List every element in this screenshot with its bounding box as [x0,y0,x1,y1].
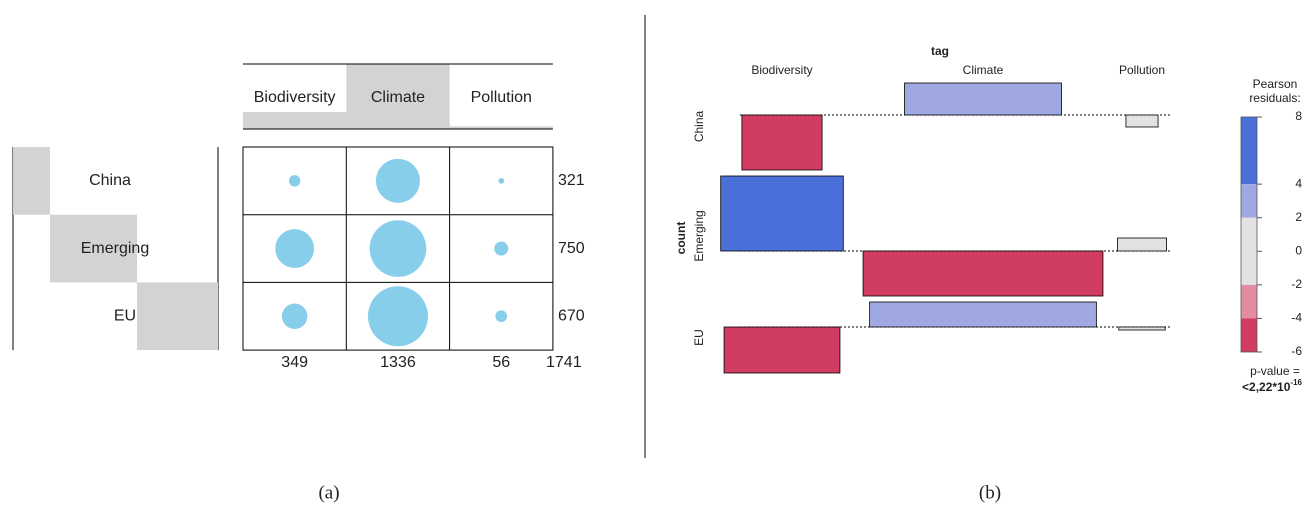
row-label: Emerging [692,210,706,261]
column-total: 1336 [380,354,416,371]
column-margin-bar [449,126,553,129]
balloon [275,229,315,268]
residual-bar [1117,237,1167,252]
residual-bar [723,326,841,374]
row-label: China [89,172,131,189]
legend-band [1241,117,1257,185]
column-label: Pollution [471,89,532,106]
balloon [375,158,420,203]
legend-tick-label: 0 [1295,243,1302,257]
balloon [495,310,508,323]
column-label: Biodiversity [751,63,812,77]
legend-band [1241,184,1257,218]
legend-tick-label: -2 [1291,277,1302,291]
x-axis-label: tag [931,44,949,58]
p-value-base: <2,22*10 [1242,380,1291,394]
legend-border [1240,116,1258,353]
residual-bar [862,250,1104,297]
legend-tick-label: -4 [1291,311,1302,325]
row-block [50,214,137,283]
residual-bar [1125,114,1159,128]
column-label: Biodiversity [254,89,336,106]
balloon [288,175,301,187]
residual-bar [904,82,1062,116]
row-total: 670 [558,307,585,324]
column-total: 56 [492,354,510,371]
balloon [369,220,427,277]
row-label: EU [692,329,706,346]
legend-band [1241,318,1257,352]
residual-bar [720,175,844,252]
column-margin-bar [243,112,347,129]
residual-bar [741,114,823,171]
row-block [13,147,50,215]
p-value: <2,22*10-16 [1242,378,1303,394]
row-label: China [692,111,706,143]
p-value-label: p-value = [1250,364,1300,378]
table-border [242,146,554,351]
legend-tick-label: -6 [1291,344,1302,358]
p-value-exponent: -16 [1290,378,1302,387]
column-margin-bar [346,64,450,129]
legend-tick-label: 8 [1295,109,1302,123]
column-total: 349 [281,354,308,371]
row-total: 750 [558,240,585,257]
legend-band [1241,284,1257,319]
balloon [281,303,308,329]
column-label: Pollution [1119,63,1165,77]
row-block [137,282,218,351]
residual-bar [869,301,1097,328]
grand-total: 1741 [546,354,582,371]
balloon [367,286,428,347]
caption: (b) [979,482,1001,503]
legend-band [1241,217,1257,285]
caption: (a) [318,482,339,503]
row-total: 321 [558,172,585,189]
balloon [498,177,505,184]
legend-title: Pearson [1253,77,1298,91]
legend-tick-label: 2 [1295,210,1302,224]
residual-bar [1118,326,1166,331]
y-axis-label: count [674,222,688,255]
row-label: Emerging [81,240,149,257]
column-label: Climate [371,89,425,106]
balloon [494,241,509,256]
column-label: Climate [963,63,1004,77]
row-label: EU [114,307,136,324]
legend-tick-label: 4 [1295,176,1302,190]
legend-title: residuals: [1249,91,1300,105]
